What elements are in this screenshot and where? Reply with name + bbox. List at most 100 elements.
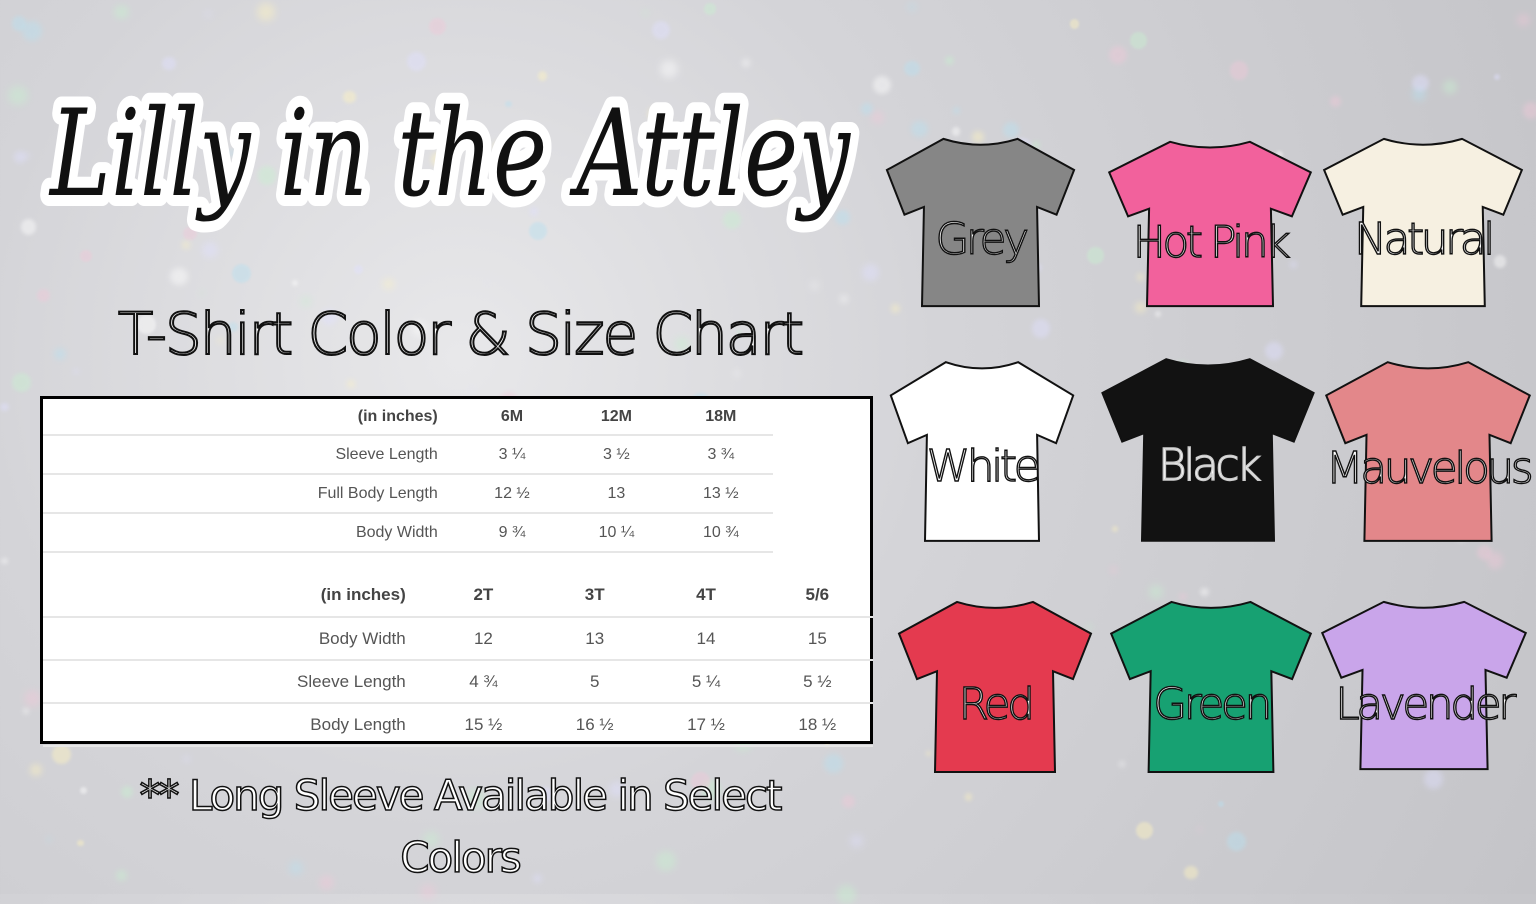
glitter-dot bbox=[14, 151, 27, 163]
glitter-dot bbox=[529, 207, 539, 216]
glitter-dot bbox=[46, 837, 51, 842]
color-name: Mauvelous bbox=[1325, 443, 1534, 494]
glitter-dot bbox=[1087, 247, 1104, 264]
glitter-dot bbox=[353, 264, 364, 275]
tshirt-icon bbox=[1105, 138, 1315, 310]
glitter-dot bbox=[114, 4, 129, 20]
cell: 4 ¾ bbox=[427, 660, 540, 704]
glitter-dot bbox=[952, 107, 960, 115]
glitter-dot bbox=[485, 281, 490, 286]
glitter-dot bbox=[1229, 61, 1249, 80]
glitter-dot bbox=[21, 20, 42, 41]
glitter-dot bbox=[537, 71, 548, 81]
glitter-dot bbox=[1423, 769, 1444, 789]
glitter-dot bbox=[837, 885, 856, 904]
glitter-dot bbox=[182, 241, 190, 249]
glitter-dot bbox=[347, 380, 355, 389]
glitter-dot bbox=[189, 105, 199, 114]
shirt-swatch-black: Black bbox=[1098, 355, 1318, 545]
shirt-swatch-red: Red bbox=[895, 598, 1095, 776]
tshirt-icon bbox=[1318, 598, 1530, 773]
glitter-dot bbox=[1, 557, 8, 565]
glitter-dot bbox=[228, 322, 239, 333]
shirt-body bbox=[1322, 602, 1526, 769]
cell: 16 ½ bbox=[539, 703, 651, 747]
table-row: Body Width 12 13 14 15 bbox=[43, 617, 873, 661]
glitter-dot bbox=[228, 149, 235, 157]
glitter-dot bbox=[1522, 102, 1536, 120]
cell: 12 ½ bbox=[459, 474, 565, 514]
glitter-dot bbox=[824, 754, 843, 773]
glitter-dot bbox=[24, 690, 42, 708]
infant-size-table: (in inches) 6M 12M 18M Sleeve Length 3 ¼… bbox=[43, 399, 773, 553]
shirt-body bbox=[887, 139, 1074, 306]
glitter-dot bbox=[537, 786, 553, 803]
glitter-dot bbox=[1200, 587, 1209, 597]
glitter-dot bbox=[105, 166, 111, 172]
shirt-body bbox=[1326, 362, 1530, 541]
glitter-dot bbox=[1129, 32, 1147, 50]
glitter-dot bbox=[301, 296, 311, 307]
glitter-dot bbox=[842, 795, 855, 808]
glitter-dot bbox=[862, 264, 880, 282]
glitter-dot bbox=[1442, 80, 1457, 95]
glitter-dot bbox=[1486, 552, 1504, 569]
glitter-dot bbox=[741, 59, 750, 68]
glitter-dot bbox=[861, 103, 874, 116]
table-row: Sleeve Length 3 ¼ 3 ½ 3 ¾ bbox=[43, 435, 773, 475]
glitter-dot bbox=[1069, 19, 1080, 29]
tshirt-icon bbox=[1098, 355, 1318, 545]
glitter-dot bbox=[904, 60, 920, 77]
glitter-dot bbox=[182, 226, 197, 241]
shirt-body bbox=[1102, 359, 1313, 541]
cell: 15 bbox=[761, 617, 873, 661]
header-size: 5/6 bbox=[761, 574, 873, 618]
glitter-dot bbox=[492, 142, 503, 153]
glitter-dot bbox=[428, 17, 447, 35]
row-label: Body Length bbox=[43, 703, 428, 747]
glitter-dot bbox=[239, 125, 249, 134]
glitter-dot bbox=[1196, 826, 1203, 833]
glitter-dot bbox=[11, 16, 27, 31]
glitter-dot bbox=[810, 281, 818, 289]
glitter-dot bbox=[291, 280, 298, 287]
brand-logo: Lilly in the Attley bbox=[37, 74, 862, 235]
glitter-dot bbox=[79, 787, 87, 795]
glitter-dot bbox=[652, 20, 671, 39]
glitter-dot bbox=[834, 209, 850, 225]
cell: 5 ½ bbox=[761, 660, 873, 704]
cell: 10 ¾ bbox=[668, 513, 773, 553]
cell: 14 bbox=[650, 617, 762, 661]
tshirt-icon bbox=[883, 135, 1078, 310]
toddler-size-table: (in inches) 2T 3T 4T 5/6 Body Width 12 1… bbox=[43, 574, 873, 747]
glitter-dot bbox=[79, 249, 92, 262]
glitter-dot bbox=[723, 211, 742, 230]
glitter-dot bbox=[37, 289, 50, 303]
header-unit: (in inches) bbox=[43, 574, 428, 618]
glitter-dot bbox=[1032, 141, 1040, 149]
glitter-dot bbox=[1226, 831, 1247, 852]
glitter-dot bbox=[1517, 13, 1530, 27]
glitter-dot bbox=[736, 330, 741, 335]
glitter-dot bbox=[1032, 319, 1051, 338]
row-label: Full Body Length bbox=[43, 474, 460, 514]
glitter-dot bbox=[890, 303, 901, 314]
header-size: 6M bbox=[459, 399, 565, 436]
glitter-dot bbox=[734, 370, 740, 377]
header-size: 2T bbox=[427, 574, 540, 618]
shirt-body bbox=[1111, 602, 1311, 772]
glitter-dot bbox=[423, 831, 439, 848]
glitter-dot bbox=[319, 875, 334, 890]
glitter-dot bbox=[1154, 311, 1161, 318]
glitter-dot bbox=[115, 869, 127, 881]
shirt-swatch-hot-pink: Hot Pink bbox=[1105, 138, 1315, 310]
shirt-swatch-natural: Natural bbox=[1320, 135, 1526, 310]
glitter-dot bbox=[1411, 86, 1427, 102]
glitter-dot bbox=[183, 755, 190, 762]
glitter-dot bbox=[205, 11, 211, 17]
glitter-dot bbox=[951, 127, 960, 136]
glitter-dot bbox=[642, 10, 649, 16]
table-row: Full Body Length 12 ½ 13 13 ½ bbox=[43, 474, 773, 514]
cell: 18 ½ bbox=[761, 703, 873, 747]
glitter-dot bbox=[1086, 623, 1093, 631]
